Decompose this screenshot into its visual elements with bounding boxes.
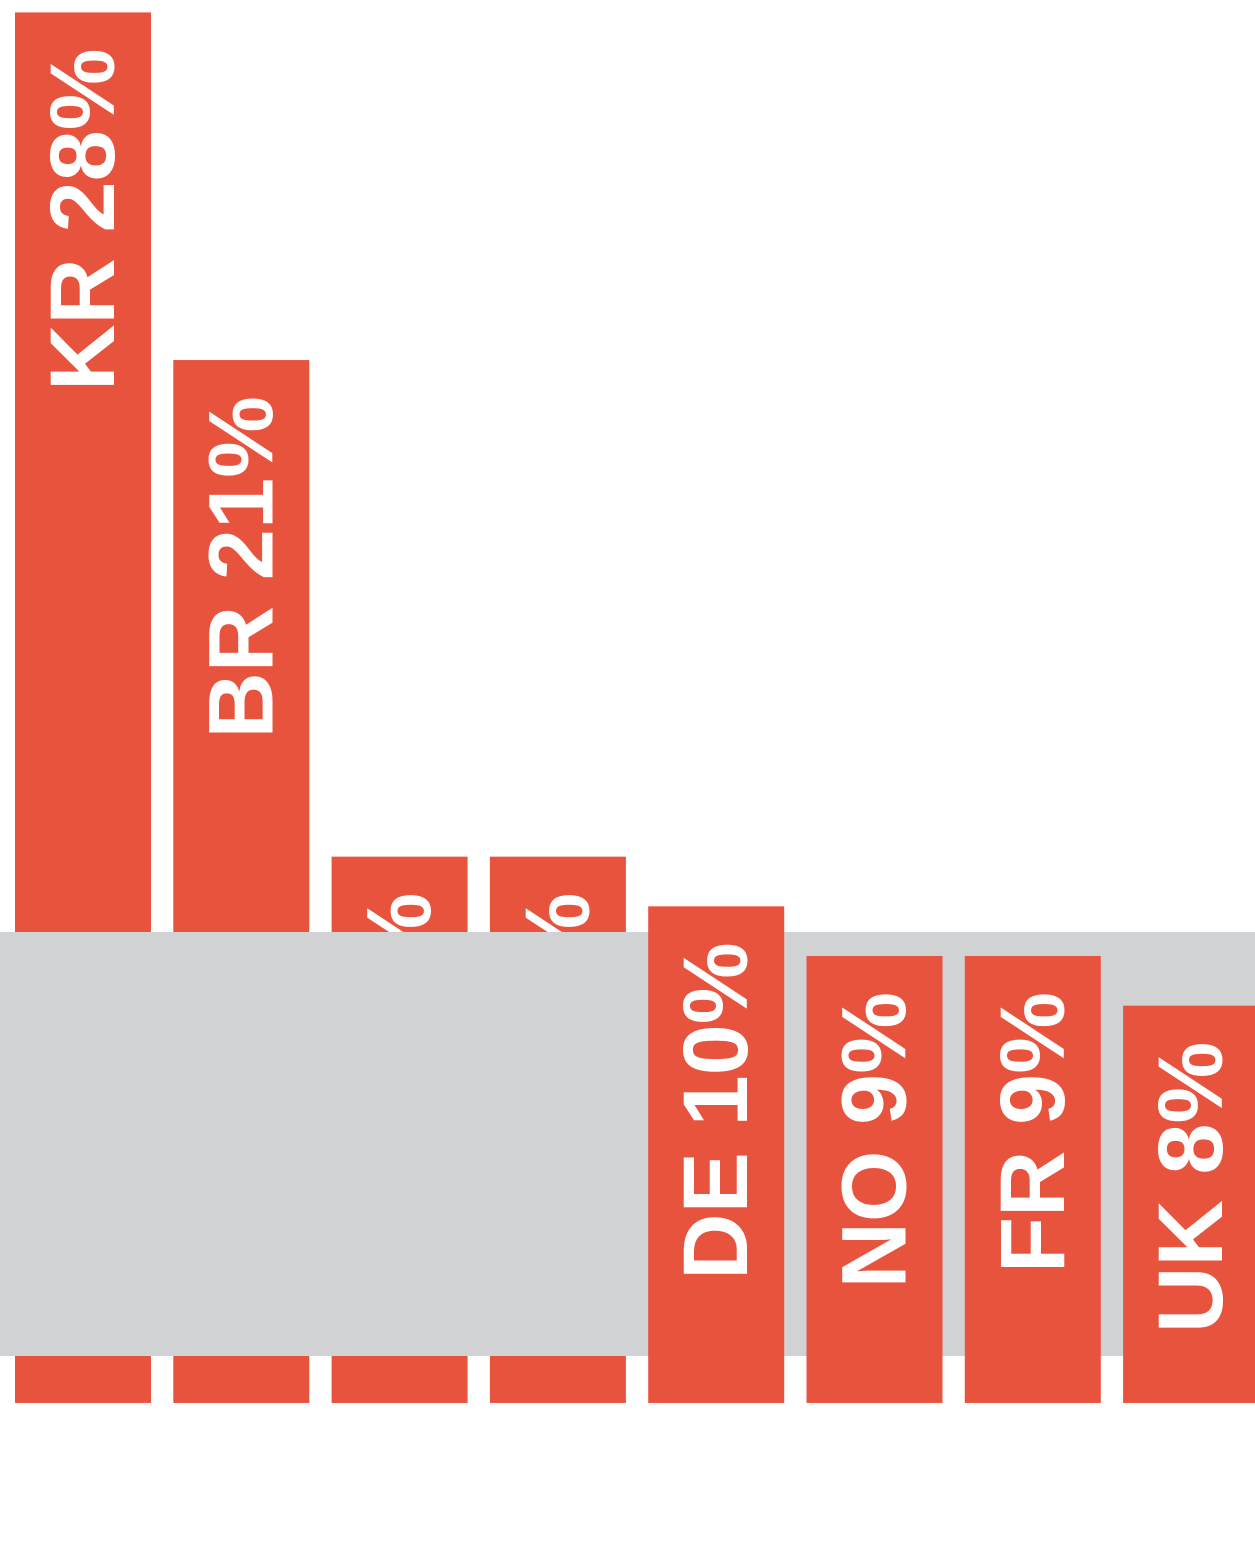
value-label: 21% xyxy=(190,396,292,580)
bar xyxy=(964,955,1101,1403)
bar-label: BR 21% xyxy=(190,396,292,739)
bar-label: FR 9% xyxy=(982,992,1084,1273)
bars-front: DE 10%NO 9%FR 9%UK 8% xyxy=(648,906,1255,1403)
category-label: KR xyxy=(32,258,134,391)
bar xyxy=(648,906,785,1403)
category-label: BR xyxy=(190,606,292,739)
bar xyxy=(1123,1005,1255,1403)
category-label: UK xyxy=(1140,1200,1242,1333)
value-label: 28% xyxy=(32,48,134,232)
category-label: NO xyxy=(824,1151,926,1289)
category-label: DE xyxy=(665,1152,767,1280)
bar-label: NO 9% xyxy=(824,992,926,1289)
bar-label: DE 10% xyxy=(665,942,767,1280)
value-label: 9% xyxy=(824,992,926,1125)
value-label: 9% xyxy=(982,992,1084,1125)
value-label: 8% xyxy=(1140,1042,1242,1175)
value-label: 10% xyxy=(665,942,767,1126)
bar-label: KR 28% xyxy=(32,48,134,391)
bar xyxy=(806,955,943,1403)
bar-label: UK 8% xyxy=(1140,1042,1242,1333)
category-label: FR xyxy=(982,1151,1084,1274)
